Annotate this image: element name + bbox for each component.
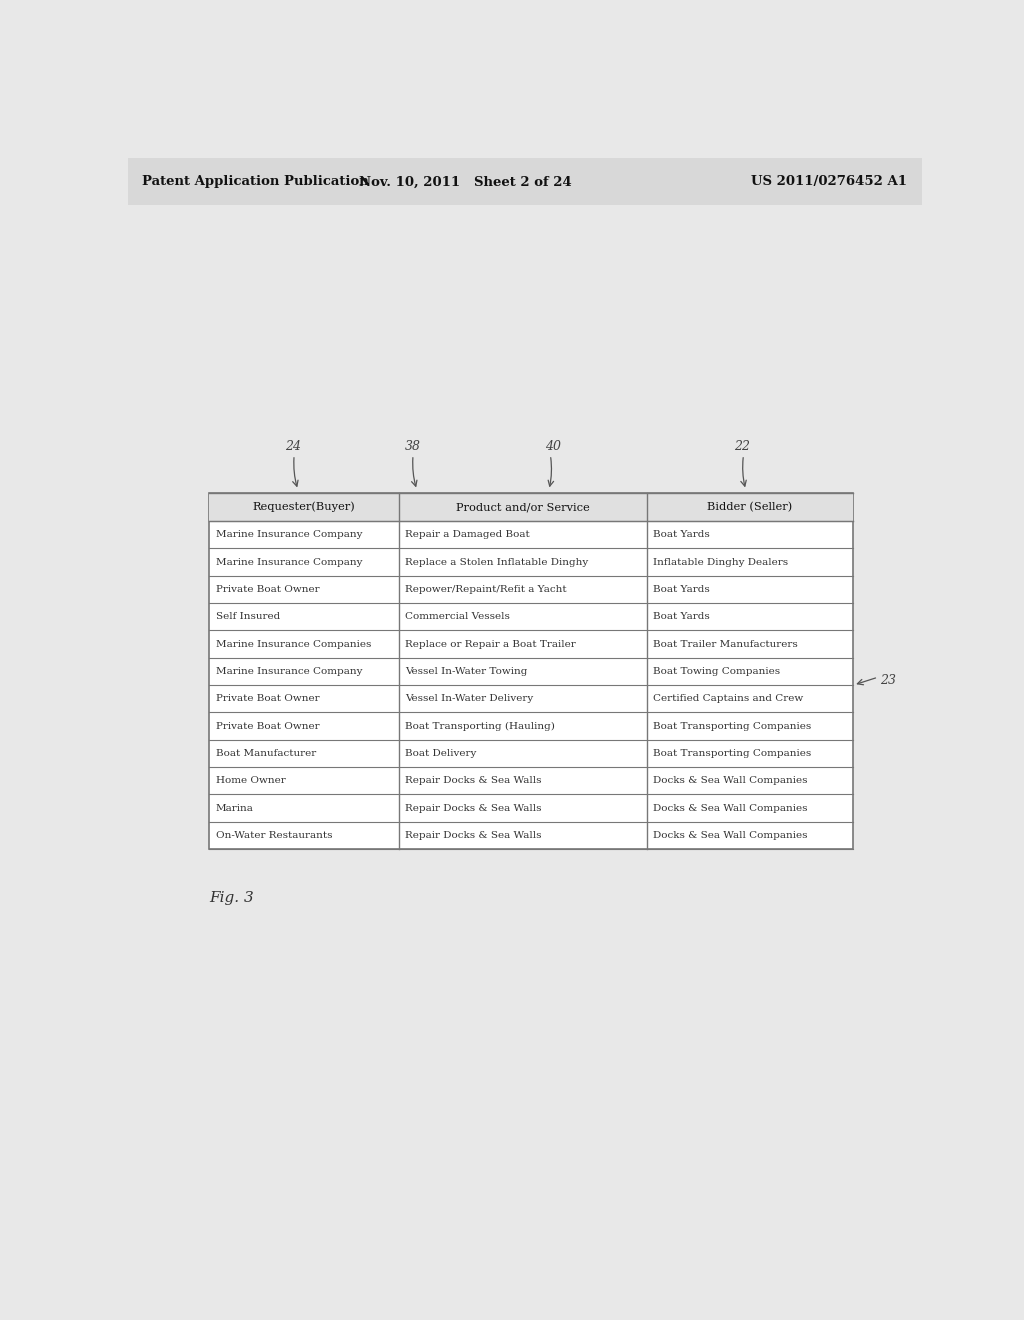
Text: Marine Insurance Company: Marine Insurance Company (216, 557, 362, 566)
Text: Marina: Marina (216, 804, 254, 813)
Text: Repair Docks & Sea Walls: Repair Docks & Sea Walls (406, 830, 542, 840)
Text: Commercial Vessels: Commercial Vessels (406, 612, 510, 622)
Text: 23: 23 (880, 675, 896, 688)
Text: Repair Docks & Sea Walls: Repair Docks & Sea Walls (406, 804, 542, 813)
Text: Requester(Buyer): Requester(Buyer) (253, 502, 355, 512)
Text: Inflatable Dinghy Dealers: Inflatable Dinghy Dealers (653, 557, 788, 566)
Text: Boat Yards: Boat Yards (653, 531, 710, 540)
Text: Certified Captains and Crew: Certified Captains and Crew (653, 694, 803, 704)
Text: Patent Application Publication: Patent Application Publication (142, 176, 369, 189)
Text: Repair a Damaged Boat: Repair a Damaged Boat (406, 531, 530, 540)
Text: Boat Towing Companies: Boat Towing Companies (653, 667, 780, 676)
Text: Boat Trailer Manufacturers: Boat Trailer Manufacturers (653, 640, 798, 648)
Text: Repair Docks & Sea Walls: Repair Docks & Sea Walls (406, 776, 542, 785)
Text: 24: 24 (285, 441, 301, 453)
Bar (128, 158, 922, 205)
Text: Boat Yards: Boat Yards (653, 585, 710, 594)
Text: 38: 38 (406, 441, 421, 453)
Text: Docks & Sea Wall Companies: Docks & Sea Wall Companies (653, 830, 808, 840)
Text: Fig. 3: Fig. 3 (209, 891, 254, 906)
Text: Docks & Sea Wall Companies: Docks & Sea Wall Companies (653, 776, 808, 785)
Text: Home Owner: Home Owner (216, 776, 286, 785)
Text: Boat Manufacturer: Boat Manufacturer (216, 748, 315, 758)
Text: Marine Insurance Companies: Marine Insurance Companies (216, 640, 371, 648)
Text: Vessel In-Water Towing: Vessel In-Water Towing (406, 667, 527, 676)
Text: Boat Transporting Companies: Boat Transporting Companies (653, 722, 811, 730)
Text: Repower/Repaint/Refit a Yacht: Repower/Repaint/Refit a Yacht (406, 585, 567, 594)
Text: Marine Insurance Company: Marine Insurance Company (216, 531, 362, 540)
Text: Marine Insurance Company: Marine Insurance Company (216, 667, 362, 676)
Bar (209, 494, 853, 521)
Text: Vessel In-Water Delivery: Vessel In-Water Delivery (406, 694, 534, 704)
Text: Replace or Repair a Boat Trailer: Replace or Repair a Boat Trailer (406, 640, 577, 648)
Text: Private Boat Owner: Private Boat Owner (216, 585, 319, 594)
Text: Docks & Sea Wall Companies: Docks & Sea Wall Companies (653, 804, 808, 813)
Text: Replace a Stolen Inflatable Dinghy: Replace a Stolen Inflatable Dinghy (406, 557, 589, 566)
Text: Boat Delivery: Boat Delivery (406, 748, 477, 758)
Text: Self Insured: Self Insured (216, 612, 280, 622)
Text: Nov. 10, 2011   Sheet 2 of 24: Nov. 10, 2011 Sheet 2 of 24 (358, 176, 571, 189)
Text: Private Boat Owner: Private Boat Owner (216, 694, 319, 704)
Bar (209, 494, 853, 849)
Text: Product and/or Service: Product and/or Service (456, 502, 590, 512)
Text: On-Water Restaurants: On-Water Restaurants (216, 830, 332, 840)
Text: Boat Transporting (Hauling): Boat Transporting (Hauling) (406, 722, 555, 731)
Text: Bidder (Seller): Bidder (Seller) (708, 502, 793, 512)
Text: Boat Transporting Companies: Boat Transporting Companies (653, 748, 811, 758)
Text: US 2011/0276452 A1: US 2011/0276452 A1 (751, 176, 907, 189)
Text: 40: 40 (545, 441, 561, 453)
Text: 22: 22 (734, 441, 750, 453)
Text: Boat Yards: Boat Yards (653, 612, 710, 622)
Text: Private Boat Owner: Private Boat Owner (216, 722, 319, 730)
